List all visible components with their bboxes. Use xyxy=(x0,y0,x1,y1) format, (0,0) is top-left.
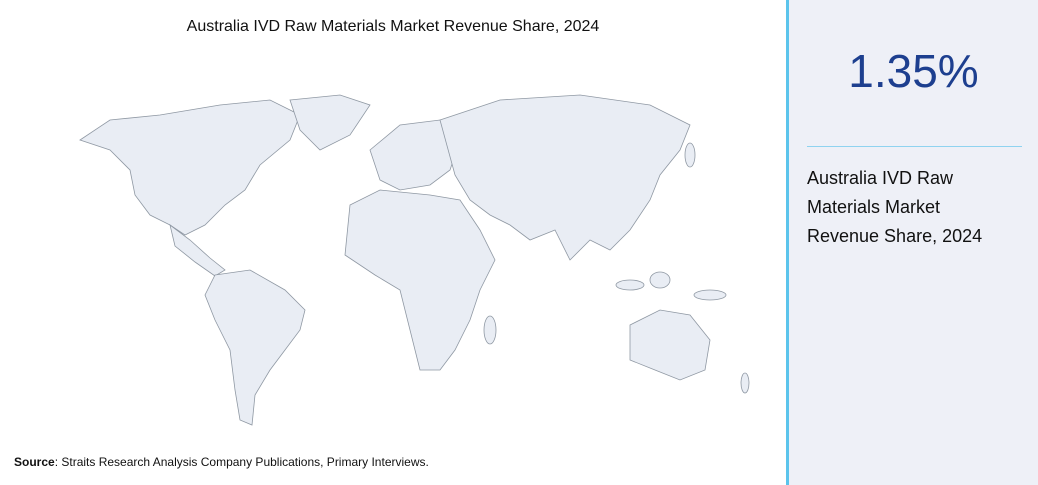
australia xyxy=(629,309,711,381)
world-map xyxy=(79,94,750,426)
africa xyxy=(344,189,496,371)
island xyxy=(615,279,645,291)
map-section: Australia IVD Raw Materials Market Reven… xyxy=(14,18,750,469)
source-label: Source xyxy=(14,455,55,469)
europe xyxy=(369,119,461,191)
island xyxy=(684,142,696,168)
new-zealand xyxy=(740,372,750,394)
source-text: : Straits Research Analysis Company Publ… xyxy=(54,455,429,469)
south-america xyxy=(204,269,306,426)
title: Australia IVD Raw Materials Market Reven… xyxy=(186,18,600,35)
separator xyxy=(807,146,1022,147)
island xyxy=(693,289,727,301)
stat-value: 1.35% xyxy=(848,45,979,97)
central-america xyxy=(169,224,226,277)
island xyxy=(649,271,671,289)
stat-label: Australia IVD Raw Materials Market Reven… xyxy=(807,168,983,246)
greenland xyxy=(289,94,371,151)
source: Source: Straits Research Analysis Compan… xyxy=(14,455,429,469)
asia xyxy=(439,94,691,261)
madagascar xyxy=(483,315,497,345)
north-america xyxy=(79,99,301,236)
stat-panel: 1.35% Australia IVD Raw Materials Market… xyxy=(786,0,1038,485)
